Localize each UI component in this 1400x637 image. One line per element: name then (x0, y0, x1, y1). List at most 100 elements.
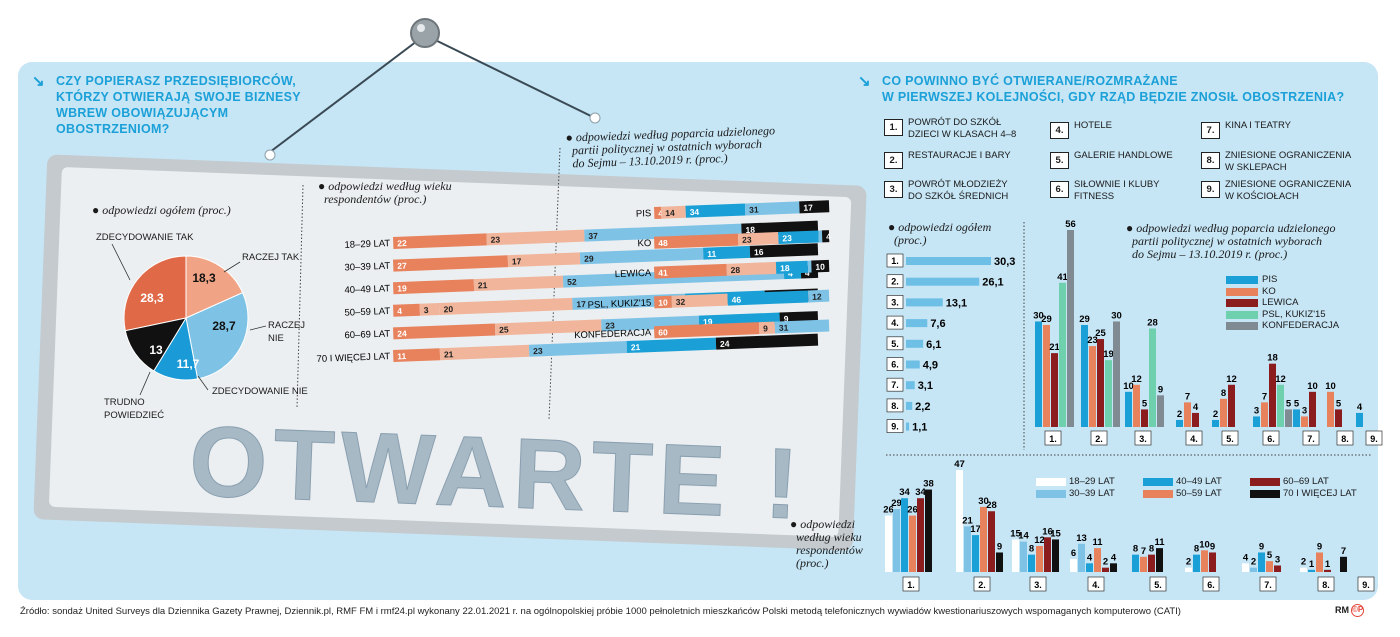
option-text: W SKLEPACH (1225, 162, 1287, 173)
age-bar-segment (419, 303, 440, 316)
age-bar-segment (393, 348, 441, 362)
age-bar-segment (473, 275, 564, 292)
party-bar-segment (654, 233, 739, 249)
total-bar (906, 277, 980, 286)
party-bar-segment (811, 259, 830, 273)
party-bar-segment (671, 293, 728, 308)
party-bar-segment (807, 289, 830, 303)
age-bar (917, 498, 924, 572)
age-category-label: 9. (1362, 580, 1370, 590)
age-bar (1148, 554, 1155, 572)
party-bar-value: 14 (665, 208, 675, 218)
party-category-label: 6. (1267, 434, 1275, 444)
option-number: 7. (1201, 122, 1220, 139)
party-bar-value: 12 (812, 291, 822, 301)
party-bar (1097, 339, 1104, 427)
party-bar (1043, 324, 1050, 427)
age-bar (1078, 543, 1085, 572)
legend-party-label: PSL, KUKIZ'15 (1262, 308, 1326, 320)
option-item: 8. ZNIESIONE OGRANICZENIA W SKLEPACH (1201, 150, 1351, 174)
party-bar-value: 4 (826, 232, 831, 242)
total-bar (906, 422, 910, 431)
age-bar-value: 27 (397, 261, 407, 271)
age-bar-value: 9 (1317, 541, 1322, 552)
party-bar-value: 4 (658, 208, 663, 218)
age-bar (1209, 552, 1216, 572)
age-bar-value: 7 (1341, 546, 1346, 557)
legend-swatch (1143, 478, 1173, 486)
party-bar (1184, 402, 1191, 427)
legend-swatch (1226, 299, 1258, 307)
party-bar (1089, 346, 1096, 427)
age-bar-value: 17 (970, 524, 981, 535)
age-bar (1274, 565, 1281, 572)
pie-value-label: 28,3 (140, 291, 164, 305)
age-bar (1324, 569, 1331, 572)
legend-swatch (1036, 478, 1066, 486)
option-text: ZNIESIONE OGRANICZENIA (1225, 179, 1352, 190)
party-bar-value: 32 (676, 297, 686, 307)
party-bar-segment (818, 230, 823, 243)
total-rank-box (886, 295, 904, 309)
age-category-box (1317, 576, 1335, 592)
pie-subtitle: ● odpowiedzi ogółem (proc.) (92, 203, 231, 217)
age-bar-value: 38 (923, 479, 934, 490)
age-bar-value: 21 (631, 342, 641, 352)
party-bar-value: 30 (1111, 310, 1122, 321)
party-bar-value: 19 (1103, 349, 1114, 360)
age-bar-value: 11 (1154, 537, 1165, 548)
party-bar-value: 28 (730, 265, 740, 275)
age-bar (925, 489, 932, 572)
party-bar-value: 18 (1267, 353, 1278, 364)
age-category-box (1087, 576, 1105, 592)
party-bar (1133, 384, 1140, 427)
party-bar-value: 25 (1095, 328, 1106, 339)
party-bar-value: 5 (1286, 398, 1292, 409)
option-item: 2. RESTAURACJE I BARY (884, 150, 1011, 169)
party-bar-value: 10 (815, 262, 825, 272)
total-bar-value: 3,1 (918, 380, 933, 392)
total-rank-box (886, 377, 904, 392)
age-category-label: 8. (1322, 580, 1330, 590)
party-bar-value: 29 (1079, 314, 1090, 325)
age-bar (909, 515, 916, 572)
party-bar (1253, 416, 1260, 427)
legend-age-label: 18–29 LAT (1069, 476, 1115, 487)
age-row-label: 70 I WIĘCEJ LAT (316, 351, 390, 365)
age-bar-value: 17 (512, 256, 522, 266)
party-category-box (1365, 430, 1383, 446)
age-bar-value: 17 (576, 299, 586, 309)
total-bar (906, 339, 924, 348)
age-bar-value: 20 (444, 304, 454, 314)
party-bar-value: 2 (1177, 409, 1182, 420)
party-bar (1277, 384, 1284, 427)
legend-swatch (1226, 276, 1258, 284)
age-bar (956, 470, 963, 572)
total-bar-value: 26,1 (982, 277, 1003, 289)
age-bar-value: 24 (397, 328, 407, 338)
age-bar-value: 21 (444, 349, 454, 359)
age-bar-value: 23 (490, 234, 500, 244)
party-category-box (1221, 430, 1239, 446)
age-category-box (902, 576, 920, 592)
age-bar-segment (393, 279, 475, 295)
age-bar-value: 8 (1133, 544, 1138, 555)
age-bar (1012, 539, 1019, 572)
option-text: RESTAURACJE I BARY (908, 150, 1011, 161)
party-bar-value: 2 (1213, 409, 1218, 420)
age-bar-value: 4 (397, 306, 402, 316)
party-category-label: 5. (1226, 434, 1234, 444)
age-bar-value: 4 (788, 268, 793, 278)
legend-party-label: LEWICA (1262, 297, 1299, 308)
party-bar (1149, 328, 1156, 427)
pie-label-raczej-tak: RACZEJ TAK (242, 252, 300, 263)
party-category-label: 7. (1307, 434, 1315, 444)
source-note: Źródło: sondaż United Surveys dla Dzienn… (20, 606, 1181, 617)
option-text: HOTELE (1074, 120, 1113, 131)
age-bar (1140, 556, 1147, 572)
pie-label-zdecydowanie-tak: ZDECYDOWANIE TAK (96, 232, 194, 243)
party-row-label: PSL, KUKIZ'15 (587, 298, 651, 311)
age-bar-value: 10 (1199, 539, 1210, 550)
age-bar-segment (528, 341, 628, 357)
